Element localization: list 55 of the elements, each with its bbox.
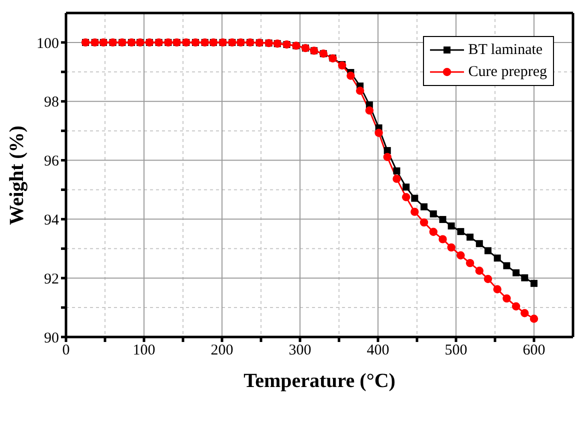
y-tick-label: 100 [36,36,59,52]
point [383,152,392,162]
point [374,128,383,137]
point [466,258,474,268]
point [402,192,410,202]
x-axis-title: Temperature (°C) [244,370,396,392]
point [448,222,455,230]
y-tick-label: 98 [44,94,59,111]
point [457,228,464,236]
point [439,216,446,223]
point [356,86,364,95]
point [429,228,438,236]
point [420,203,428,210]
point [384,147,391,154]
point [475,266,484,275]
y-tick-label: 94 [44,212,60,229]
y-axis-title: Weight (%) [6,126,28,225]
point [476,240,483,248]
y-tick-label: 90 [44,330,59,346]
legend-label: BT laminate [468,42,543,58]
point [530,314,538,323]
x-tick-label: 600 [522,342,546,359]
point [484,247,492,254]
point [502,294,511,303]
point [493,285,502,294]
point [438,235,447,244]
y-tick-label: 92 [44,271,59,288]
point [430,210,437,218]
point [521,274,528,282]
point [466,234,474,241]
point [410,208,419,216]
point [512,302,520,310]
y-tick-label: 96 [44,154,60,170]
point [392,174,401,183]
point [447,243,456,252]
x-tick-label: 0 [62,342,70,359]
point [393,167,400,174]
point [411,194,418,202]
x-tick-label: 300 [288,342,312,359]
point [456,251,465,260]
x-tick-label: 500 [444,342,468,359]
point [420,218,428,227]
point [530,280,538,287]
x-tick-label: 100 [132,342,156,359]
x-tick-label: 400 [366,342,390,359]
point [520,309,529,318]
point [402,184,410,191]
point [484,274,492,284]
point [346,72,355,80]
point [494,254,501,262]
x-tick-label: 200 [210,342,234,359]
point [512,269,520,276]
point [365,106,374,115]
point [503,262,510,270]
legend-label: Cure prepreg [468,64,547,80]
